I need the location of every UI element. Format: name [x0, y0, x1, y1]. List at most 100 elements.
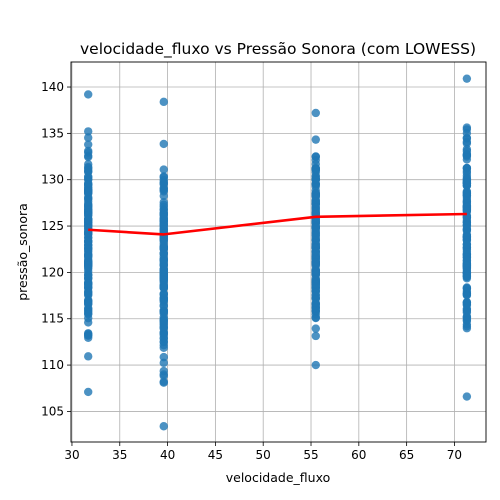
scatter-point — [462, 253, 472, 262]
x-tick-label: 40 — [160, 448, 175, 462]
scatter-point — [84, 331, 93, 340]
lowess-line — [88, 212, 467, 236]
y-axis-label: pressão_sonora — [15, 203, 30, 301]
scatter-point — [159, 273, 168, 282]
scatter-point — [84, 352, 93, 361]
scatter-point — [462, 308, 472, 317]
y-tick-label: 130 — [41, 173, 64, 187]
scatter-point — [462, 133, 472, 143]
scatter-point — [159, 264, 168, 274]
y-tick-label: 140 — [41, 80, 64, 94]
scatter-point — [159, 317, 168, 326]
scatter-point — [462, 202, 472, 212]
scatter-point — [159, 191, 168, 201]
lowess-line-group — [88, 212, 467, 236]
scatter-point — [159, 178, 168, 187]
scatter-point — [311, 299, 320, 308]
scatter-point — [311, 274, 320, 283]
scatter-point — [462, 240, 472, 249]
x-tick-label: 50 — [256, 448, 271, 462]
scatter-point — [462, 166, 472, 176]
scatter-point — [462, 178, 472, 187]
scatter-point — [311, 230, 320, 240]
scatter-point — [159, 334, 168, 343]
scatter-point — [159, 297, 168, 307]
scatter-point — [159, 139, 168, 149]
scatter-point — [159, 255, 168, 264]
scatter-point — [311, 223, 320, 233]
y-tick-label: 125 — [41, 219, 64, 233]
scatter-point — [159, 239, 168, 248]
scatter-point — [462, 150, 472, 160]
scatter-point — [311, 331, 320, 341]
scatter-point — [462, 123, 472, 132]
scatter-point — [84, 251, 93, 261]
scatter-point — [462, 392, 472, 401]
y-tick-label: 105 — [41, 404, 64, 418]
scatter-point — [84, 178, 93, 188]
scatter-point — [159, 97, 168, 107]
scatter-points — [84, 74, 472, 431]
scatter-point — [462, 283, 472, 292]
scatter-point — [462, 187, 472, 197]
x-axis-label: velocidade_fluxo — [226, 470, 330, 485]
y-tick-label: 135 — [41, 126, 64, 140]
x-tick-label: 60 — [351, 448, 366, 462]
x-tick-label: 55 — [303, 448, 318, 462]
scatter-point — [311, 108, 320, 118]
scatter-point — [159, 248, 168, 258]
scatter-point — [462, 230, 472, 239]
scatter-point — [159, 371, 168, 381]
scatter-point — [311, 152, 320, 161]
scatter-point — [311, 244, 320, 253]
scatter-point — [311, 267, 320, 276]
x-tick-label: 35 — [112, 448, 127, 462]
scatter-point — [311, 258, 320, 267]
scatter-point — [159, 343, 168, 352]
scatter-point — [84, 148, 93, 157]
scatter-point — [311, 313, 320, 322]
scatter-point — [462, 298, 472, 307]
scatter-point — [84, 310, 93, 319]
scatter-point — [159, 323, 168, 332]
scatter-point — [84, 299, 93, 309]
y-tick-label: 110 — [41, 358, 64, 372]
scatter-point — [84, 237, 93, 246]
scatter-point — [84, 205, 93, 214]
scatter-point — [462, 324, 472, 333]
scatter-point — [462, 145, 472, 154]
chart-title: velocidade_fluxo vs Pressão Sonora (com … — [80, 40, 476, 59]
y-tick-label: 115 — [41, 312, 64, 326]
scatter-point — [84, 127, 93, 136]
scatter-point — [462, 221, 472, 230]
grid — [71, 62, 486, 442]
scatter-point — [462, 269, 472, 279]
scatter-point — [159, 213, 168, 223]
scatter-point — [84, 133, 93, 142]
scatter-point — [84, 318, 93, 327]
scatter-point — [84, 387, 93, 397]
scatter-point — [311, 360, 320, 370]
scatter-point — [311, 192, 320, 202]
x-tick-label: 70 — [447, 448, 462, 462]
x-tick-label: 45 — [208, 448, 223, 462]
scatter-point — [311, 175, 320, 184]
y-tick-label: 120 — [41, 265, 64, 279]
scatter-point — [84, 163, 93, 173]
scatter-point — [311, 280, 320, 289]
scatter-point — [159, 184, 168, 193]
scatter-point — [462, 291, 472, 300]
scatter-point — [159, 283, 168, 292]
scatter-point — [159, 422, 168, 431]
scatter-point — [462, 247, 472, 256]
scatter-point — [311, 168, 320, 177]
axis-ticks: 30 35 40 45 50 55 60 65 70 105 110 115 120 125 130 135 1… — [41, 80, 462, 462]
scatter-point — [311, 324, 320, 333]
scatter-point — [84, 279, 93, 289]
scatter-point — [159, 352, 168, 362]
scatter-point — [311, 250, 320, 260]
scatter-point — [159, 225, 168, 234]
scatter-point — [159, 165, 168, 174]
